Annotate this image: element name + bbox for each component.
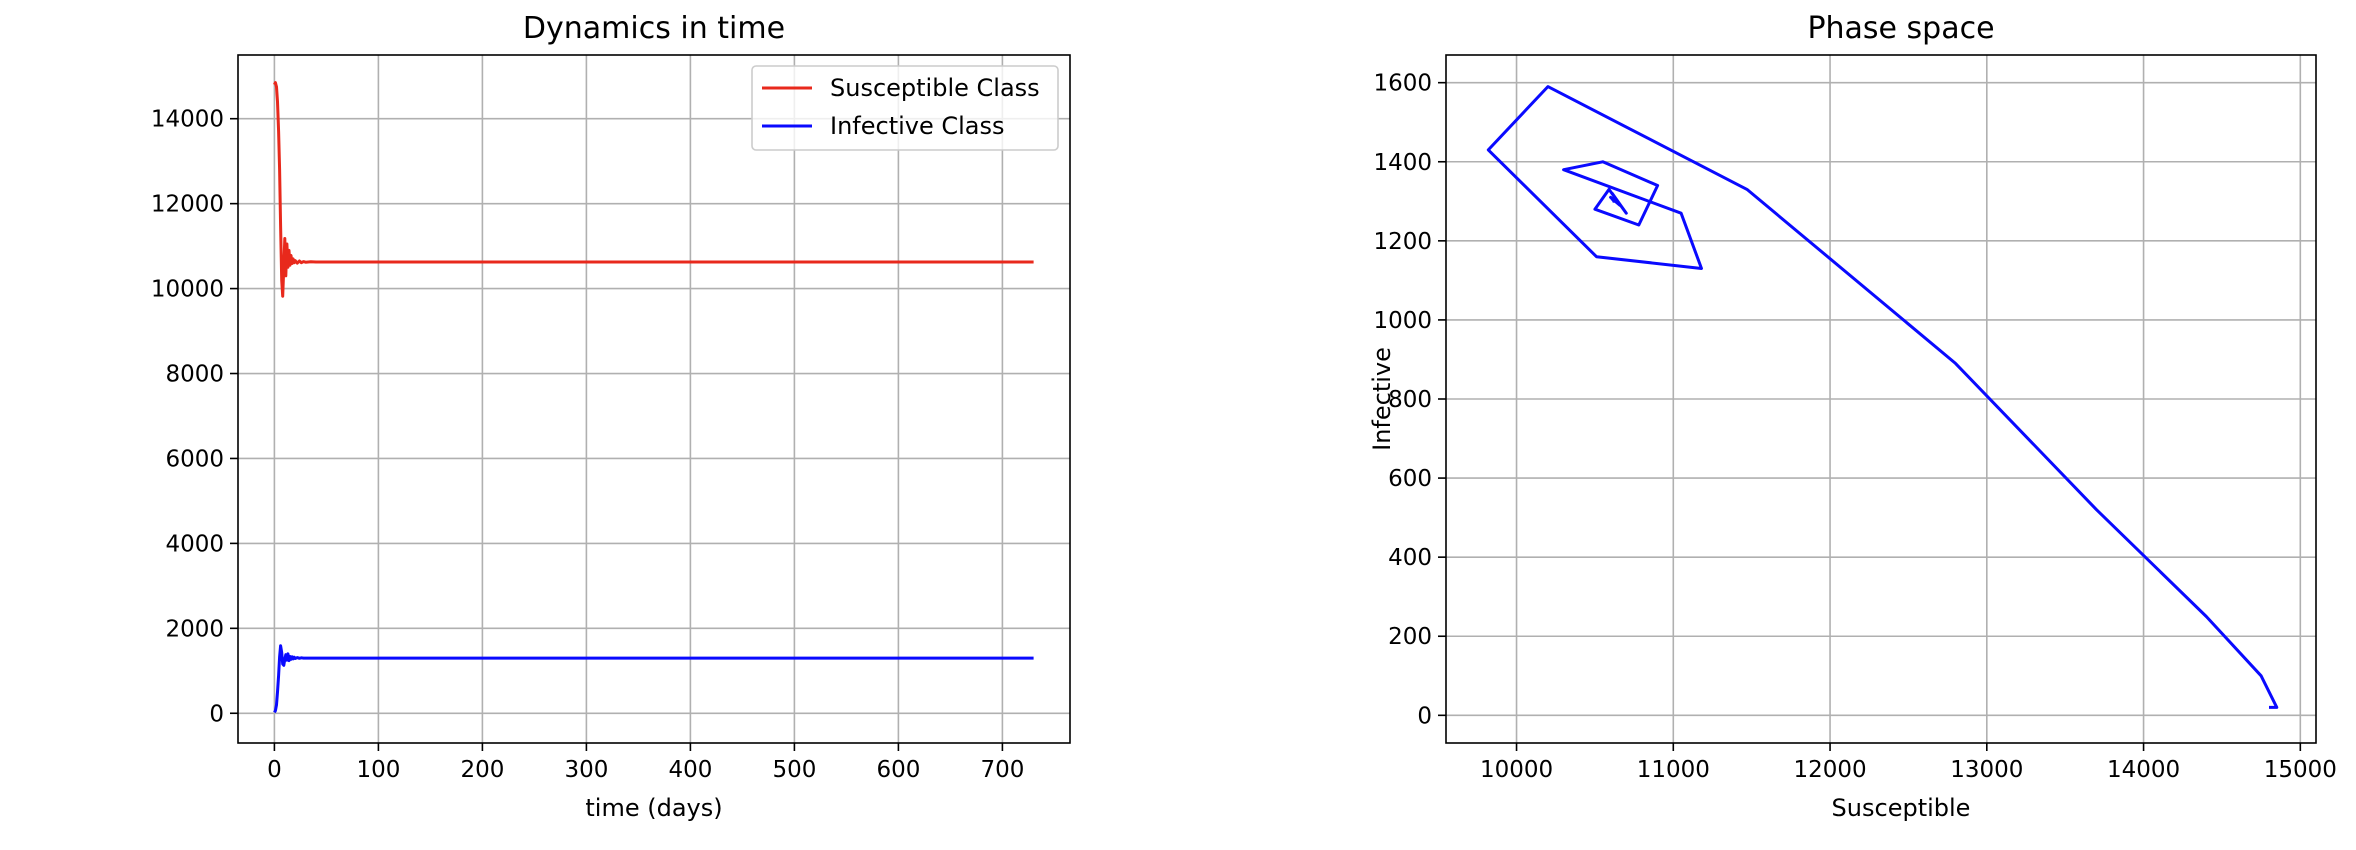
time-plot-lines bbox=[273, 81, 1034, 714]
legend: Susceptible Class Infective Class bbox=[751, 65, 1059, 151]
phase-plot-yticks: 0 200 400 600 800 1000 1200 1400 1600 bbox=[1373, 71, 1446, 729]
y-tick-label: 2000 bbox=[165, 616, 224, 642]
time-plot-grid bbox=[238, 55, 1070, 743]
y-tick-label: 1400 bbox=[1373, 150, 1432, 176]
phase-plot-title: Phase space bbox=[1807, 11, 1994, 46]
susceptible-class-line bbox=[273, 81, 1034, 298]
phase-plot-xlabel: Susceptible bbox=[1832, 794, 1971, 822]
phase-plot-lines bbox=[1486, 85, 2279, 709]
y-tick-label: 14000 bbox=[151, 107, 224, 133]
phase-plot-xticks: 10000 11000 12000 13000 14000 15000 bbox=[1480, 743, 2337, 783]
phase-plot-ylabel: Infective bbox=[1368, 347, 1396, 451]
x-tick-label: 13000 bbox=[1950, 757, 2023, 783]
x-tick-label: 300 bbox=[564, 757, 608, 783]
x-tick-label: 12000 bbox=[1793, 757, 1866, 783]
y-tick-label: 600 bbox=[1388, 466, 1432, 492]
x-tick-label: 15000 bbox=[2264, 757, 2337, 783]
infective-class-line bbox=[273, 644, 1034, 714]
y-tick-label: 12000 bbox=[151, 192, 224, 218]
y-tick-label: 200 bbox=[1388, 624, 1432, 650]
y-tick-label: 1200 bbox=[1373, 229, 1432, 255]
y-tick-label: 6000 bbox=[165, 446, 224, 472]
x-tick-label: 500 bbox=[772, 757, 816, 783]
y-tick-label: 0 bbox=[1417, 703, 1432, 729]
time-plot-yticks: 0 2000 4000 6000 8000 10000 12000 14000 bbox=[151, 107, 238, 727]
x-tick-label: 400 bbox=[668, 757, 712, 783]
legend-susceptible-label: Susceptible Class bbox=[830, 74, 1040, 102]
legend-box bbox=[751, 65, 1059, 151]
y-tick-label: 400 bbox=[1388, 545, 1432, 571]
y-tick-label: 0 bbox=[209, 701, 224, 727]
x-tick-label: 700 bbox=[980, 757, 1024, 783]
y-tick-label: 10000 bbox=[151, 277, 224, 303]
y-tick-label: 800 bbox=[1388, 387, 1432, 413]
x-tick-label: 11000 bbox=[1637, 757, 1710, 783]
time-plot-title: Dynamics in time bbox=[523, 11, 785, 46]
legend-infective-label: Infective Class bbox=[830, 112, 1005, 140]
y-tick-label: 8000 bbox=[165, 362, 224, 388]
x-tick-label: 14000 bbox=[2107, 757, 2180, 783]
time-plot-xticks: 0 100 200 300 400 500 600 700 bbox=[267, 743, 1024, 783]
phase-trajectory-line bbox=[1486, 85, 2279, 709]
y-tick-label: 1000 bbox=[1373, 308, 1432, 334]
x-tick-label: 600 bbox=[876, 757, 920, 783]
time-plot-frame bbox=[237, 54, 1071, 744]
y-tick-label: 4000 bbox=[165, 531, 224, 557]
phase-space-plot: Phase space 10000 11000 12000 13000 14000 150… bbox=[1368, 11, 2337, 822]
phase-plot-grid bbox=[1446, 55, 2316, 743]
x-tick-label: 100 bbox=[356, 757, 400, 783]
x-tick-label: 0 bbox=[267, 757, 282, 783]
time-dynamics-plot: Dynamics in time 0 100 200 300 400 500 600 700 … bbox=[151, 11, 1071, 822]
x-tick-label: 200 bbox=[460, 757, 504, 783]
time-plot-xlabel: time (days) bbox=[585, 794, 722, 822]
y-tick-label: 1600 bbox=[1373, 71, 1432, 97]
x-tick-label: 10000 bbox=[1480, 757, 1553, 783]
